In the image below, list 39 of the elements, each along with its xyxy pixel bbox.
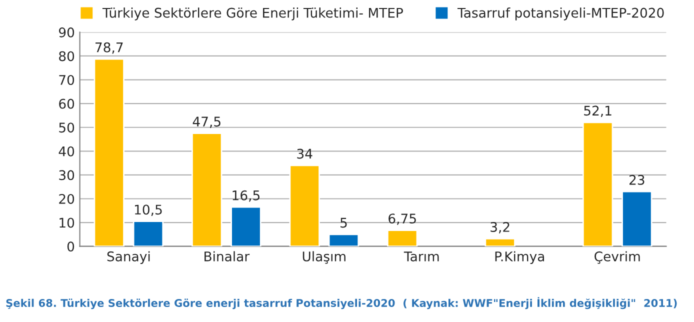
x-tick-label: Binalar [204,251,250,262]
y-tick-label: 60 [59,98,74,109]
x-tick-label: Ulaşım [302,251,346,264]
bar [484,238,516,246]
x-tick-label: Sanayi [107,251,150,264]
bar [622,190,652,246]
y-tick-label: 0 [67,242,74,252]
data-label: 34 [297,148,312,159]
data-label: 23 [629,174,644,185]
bar [582,122,614,246]
legend-label: Türkiye Sektörlere Göre Enerji Tüketimi- MTEP [102,8,403,20]
x-tick-label: Çevrim [594,251,640,264]
y-tick-label: 10 [60,218,74,228]
bar [94,58,124,246]
x-tick-label: P.Kimya [495,251,544,264]
y-tick-label: 40 [58,146,74,156]
text: Şekil 68. Türkiye Sektörlere Göre enerji tasarruf Potansiyeli-2020 ( Kaynak: WWF"Enerji İklim değişikliği" 2011) [6,297,677,310]
x-tick-label: Tarım [404,252,439,262]
bar [132,220,164,246]
bar [386,230,418,246]
legend-label: Tasarruf potansiyeli-MTEP-2020 [457,8,664,20]
y-tick-label: 30 [59,170,74,180]
data-label: 78,7 [96,42,123,54]
data-label: 47,5 [192,116,220,128]
data-label: 3,2 [490,222,510,234]
y-tick-label: 70 [59,75,74,85]
y-tick-label: 20 [59,194,74,204]
bar [328,234,360,246]
data-label: 52,1 [584,106,612,117]
y-tick-label: 80 [59,51,74,62]
bar [230,206,262,246]
y-tick-label: 50 [59,122,74,133]
bar [192,132,222,246]
data-label: 10,5 [134,204,162,216]
data-label: 5 [340,218,347,228]
data-label: 6,75 [388,214,416,225]
data-label: 16,5 [232,190,260,202]
y-tick-label: 90 [58,27,74,38]
bar [289,164,320,246]
